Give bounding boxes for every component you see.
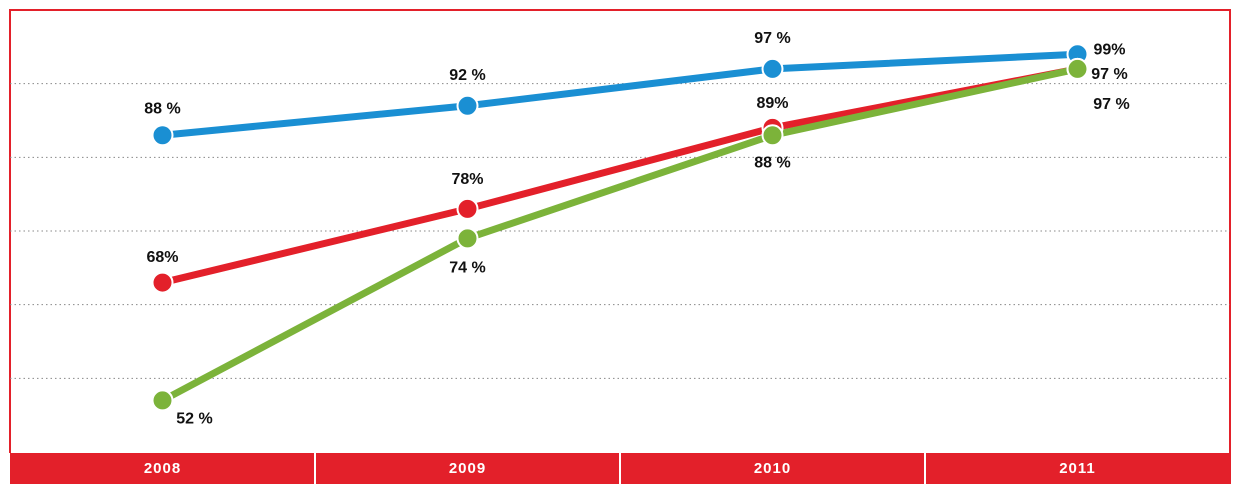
data-label: 92 % xyxy=(449,67,485,84)
data-point xyxy=(456,197,479,220)
data-label: 74 % xyxy=(449,260,485,277)
data-label: 97 % xyxy=(1093,96,1129,113)
series-line xyxy=(160,65,1079,404)
series-line xyxy=(161,65,1079,286)
data-label: 68% xyxy=(146,249,178,266)
data-point xyxy=(761,57,784,80)
x-tick-label: 2009 xyxy=(449,460,486,477)
data-label: 97 % xyxy=(754,30,790,47)
data-label: 52 % xyxy=(176,411,212,428)
data-point xyxy=(1066,57,1089,80)
data-label: 88 % xyxy=(144,100,180,117)
data-point xyxy=(151,271,174,294)
data-label: 99% xyxy=(1093,41,1125,58)
series-line xyxy=(162,50,1078,139)
data-point xyxy=(151,389,174,412)
x-tick-label: 2010 xyxy=(754,460,791,477)
data-label: 88 % xyxy=(754,154,790,171)
data-point xyxy=(151,124,174,147)
data-point xyxy=(761,124,784,147)
data-label: 78% xyxy=(451,171,483,188)
data-label: 97 % xyxy=(1091,66,1127,83)
data-label: 89% xyxy=(756,95,788,112)
data-point xyxy=(456,94,479,117)
x-tick-label: 2011 xyxy=(1059,460,1096,477)
data-point xyxy=(456,227,479,250)
x-tick-label: 2008 xyxy=(144,460,181,477)
